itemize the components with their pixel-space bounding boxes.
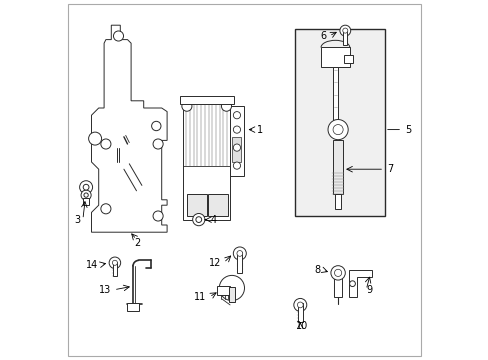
Text: 10: 10 [295, 321, 307, 331]
Bar [217, 286, 230, 295]
Bar [83, 198, 89, 205]
Bar [343, 31, 347, 45]
Text: 4: 4 [210, 215, 216, 225]
Circle shape [109, 257, 121, 269]
Bar [320, 47, 349, 67]
Circle shape [192, 213, 204, 226]
Circle shape [112, 260, 117, 265]
Bar [334, 274, 341, 297]
Text: 13: 13 [99, 285, 111, 295]
Circle shape [233, 144, 240, 151]
Circle shape [151, 121, 161, 131]
Text: 9: 9 [366, 285, 371, 295]
Bar [294, 29, 384, 216]
Text: 7: 7 [386, 164, 392, 174]
Circle shape [327, 120, 347, 140]
Circle shape [342, 28, 347, 33]
Circle shape [233, 247, 246, 260]
Circle shape [330, 266, 345, 280]
Text: 2: 2 [134, 238, 141, 248]
Circle shape [334, 269, 341, 276]
Bar [297, 303, 302, 322]
Circle shape [297, 302, 303, 308]
Circle shape [88, 132, 102, 145]
Circle shape [349, 281, 355, 287]
Bar [113, 262, 117, 276]
Bar [208, 194, 228, 216]
Text: 11: 11 [194, 292, 206, 302]
Circle shape [219, 275, 244, 301]
Circle shape [80, 181, 92, 194]
Polygon shape [91, 25, 167, 232]
Bar [228, 287, 234, 302]
Circle shape [81, 190, 91, 200]
Bar [183, 101, 230, 220]
Text: 1: 1 [257, 125, 263, 135]
Text: 5: 5 [404, 125, 410, 135]
Bar [344, 55, 353, 63]
Circle shape [153, 211, 163, 221]
Bar [126, 303, 139, 311]
Circle shape [221, 101, 231, 111]
Circle shape [233, 162, 240, 169]
Circle shape [293, 298, 306, 311]
Circle shape [339, 25, 350, 36]
Circle shape [113, 31, 123, 41]
Circle shape [101, 139, 111, 149]
Circle shape [233, 126, 240, 133]
Circle shape [237, 251, 242, 256]
Text: 6: 6 [320, 31, 326, 41]
Bar [237, 252, 242, 273]
Text: 14: 14 [85, 260, 98, 270]
Circle shape [182, 101, 192, 111]
Circle shape [332, 125, 343, 135]
Bar [332, 140, 343, 194]
Circle shape [84, 193, 88, 197]
Circle shape [196, 217, 201, 222]
Circle shape [83, 184, 89, 190]
Bar [335, 194, 340, 209]
Text: 3: 3 [74, 215, 80, 225]
Circle shape [101, 204, 111, 214]
Bar [186, 194, 206, 216]
Text: 12: 12 [208, 258, 221, 268]
Bar [179, 96, 233, 104]
Circle shape [153, 139, 163, 149]
Circle shape [233, 112, 240, 119]
Bar [232, 137, 241, 162]
Bar [230, 106, 244, 176]
Polygon shape [348, 270, 371, 297]
Bar [332, 67, 337, 122]
Text: 8: 8 [313, 265, 320, 275]
